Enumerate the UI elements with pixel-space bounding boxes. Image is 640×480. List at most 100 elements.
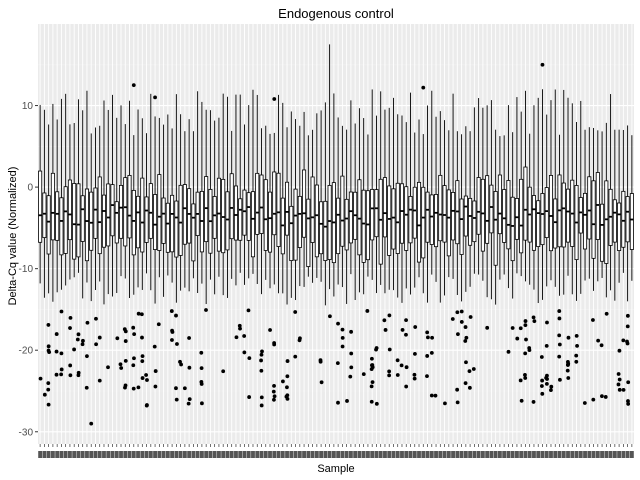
box-iqr (140, 177, 145, 253)
box-iqr (229, 173, 234, 240)
box-iqr (101, 194, 107, 248)
outlier-point (531, 315, 536, 320)
x-tick-label-mark (161, 451, 166, 458)
outlier-point (285, 359, 290, 363)
outlier-point (76, 332, 81, 337)
box-sample (621, 129, 626, 273)
outlier-point (237, 323, 242, 328)
box-sample (289, 111, 294, 298)
outlier-point (387, 369, 392, 374)
box-sample (459, 134, 464, 302)
box-sample (161, 124, 166, 297)
box-sample (306, 135, 311, 277)
x-tick-label-mark (553, 451, 558, 458)
box-sample (80, 110, 85, 299)
outlier-point (604, 311, 609, 316)
x-tick-label-mark (314, 451, 319, 458)
box-sample (514, 97, 519, 274)
box-sample (378, 91, 383, 285)
outlier-point (131, 386, 136, 391)
box-sample (174, 94, 179, 303)
box-iqr (97, 176, 102, 255)
outlier-point (425, 330, 430, 335)
box-iqr (357, 179, 362, 256)
box-sample (365, 134, 370, 277)
outlier-point (242, 334, 247, 338)
outlier-point (369, 384, 374, 389)
outlier-point (450, 317, 455, 321)
x-tick-label-mark (408, 451, 413, 458)
x-tick-label-mark (229, 451, 234, 458)
box-sample (50, 103, 55, 302)
box-sample (293, 119, 298, 301)
outlier-point (200, 401, 204, 406)
x-tick-label-mark (536, 451, 541, 458)
box-sample (246, 105, 251, 279)
box-iqr (216, 177, 221, 252)
box-iqr (438, 174, 443, 242)
box-sample (38, 104, 43, 284)
x-tick-label-mark (485, 451, 490, 458)
box-sample (140, 118, 145, 290)
x-tick-label-mark (50, 451, 55, 458)
outlier-point (293, 310, 298, 314)
outlier-point (187, 336, 191, 340)
outlier-point (340, 336, 345, 340)
outlier-point (272, 397, 276, 402)
outlier-point (412, 372, 417, 377)
box-iqr (267, 191, 273, 253)
box-sample (531, 105, 536, 290)
outlier-point (139, 312, 144, 317)
box-iqr (242, 189, 247, 236)
box-sample (319, 110, 324, 282)
outlier-point (557, 354, 562, 359)
outlier-point (46, 387, 51, 392)
x-tick-label-mark (438, 451, 443, 458)
outlier-point (221, 369, 226, 374)
box-iqr (259, 174, 264, 234)
box-sample (480, 107, 485, 281)
x-tick-label-mark (387, 451, 392, 458)
x-tick-label-mark (136, 451, 140, 458)
box-sample (250, 89, 256, 274)
outlier-point (174, 397, 179, 402)
x-tick-label-mark (268, 451, 272, 458)
x-tick-label-mark (561, 451, 566, 458)
x-tick-label-mark (612, 451, 617, 458)
outlier-point (464, 335, 469, 340)
box-sample (67, 124, 72, 280)
outlier-point-high (421, 85, 426, 90)
x-tick-label-mark (583, 451, 587, 458)
box-sample (212, 120, 217, 295)
box-sample (255, 94, 260, 284)
x-tick-label-mark (306, 451, 311, 458)
box-sample (259, 128, 264, 295)
outlier-point (626, 402, 631, 406)
box-iqr (604, 180, 609, 264)
outlier-point (459, 320, 464, 324)
box-sample (595, 130, 600, 282)
x-tick-label-mark (119, 451, 123, 458)
outlier-point (617, 387, 622, 392)
outlier-point (617, 348, 622, 353)
outlier-point (370, 380, 375, 385)
outlier-point (395, 358, 400, 363)
box-iqr (289, 205, 294, 261)
x-tick-label-mark (519, 451, 524, 458)
x-tick-label-mark (497, 451, 502, 458)
outlier-point (566, 376, 571, 380)
x-tick-label-mark (255, 451, 260, 458)
box-iqr (587, 176, 592, 240)
box-sample (276, 94, 281, 294)
outlier-point (85, 354, 89, 359)
box-sample (216, 117, 221, 277)
outlier-point (97, 335, 102, 340)
box-iqr (408, 195, 413, 244)
box-iqr (348, 191, 353, 244)
box-sample (93, 127, 98, 290)
box-sample (195, 91, 200, 294)
box-iqr (387, 185, 392, 256)
outlier-point (459, 309, 464, 314)
box-iqr (548, 175, 554, 252)
outlier-point (557, 333, 562, 338)
